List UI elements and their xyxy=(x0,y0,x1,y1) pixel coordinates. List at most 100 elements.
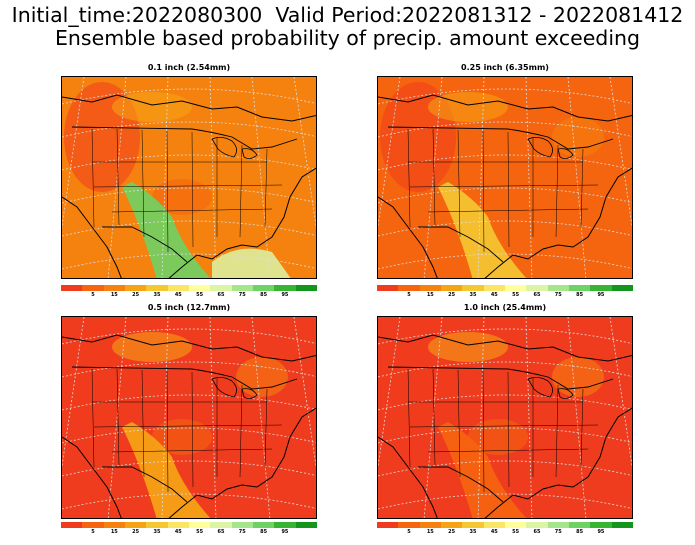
colorbar-swatch xyxy=(398,522,420,528)
latitude-line xyxy=(62,361,316,378)
colorbar-label: 45 xyxy=(174,292,182,298)
colorbar-labels: 5 15 25 35 45 55 65 75 85 95 xyxy=(61,529,317,535)
colorbar-label: 15 xyxy=(426,292,434,298)
country-border xyxy=(71,126,298,150)
colorbar-label: 25 xyxy=(132,292,140,298)
colorbar-label: 55 xyxy=(512,529,520,535)
country-border xyxy=(387,366,614,390)
latitude-line xyxy=(378,328,632,345)
colorbar-swatch xyxy=(274,522,296,528)
state-border xyxy=(111,448,273,453)
longitude-line xyxy=(423,317,443,518)
panel-title: 0.25 inch (6.35mm) xyxy=(461,63,549,72)
colorbar-swatch xyxy=(274,285,296,291)
state-border xyxy=(407,368,411,468)
colorbar-label: 15 xyxy=(110,529,118,535)
colorbar-label: 35 xyxy=(153,292,161,298)
map-canvas xyxy=(62,77,316,278)
colorbar-label: 65 xyxy=(533,529,541,535)
colorbar-label: 25 xyxy=(448,529,456,535)
coastline xyxy=(378,94,632,278)
colorbar-label: 35 xyxy=(153,529,161,535)
state-border xyxy=(93,184,283,188)
panel-title: 0.1 inch (2.54mm) xyxy=(147,63,231,72)
colorbar-swatch xyxy=(231,285,253,291)
latitude-line xyxy=(62,88,316,105)
longitude-line xyxy=(107,77,127,278)
latitude-line xyxy=(62,493,316,510)
state-border xyxy=(432,368,436,466)
latitude-line xyxy=(378,427,632,444)
latitude-line xyxy=(378,460,632,477)
state-border xyxy=(141,369,145,478)
map-canvas xyxy=(62,317,316,518)
colorbar-label: 5 xyxy=(407,529,411,535)
great-lakes xyxy=(211,377,258,399)
colorbar-swatch xyxy=(167,522,189,528)
colorbar-labels: 5 15 25 35 45 55 65 75 85 95 xyxy=(377,529,633,535)
map-canvas xyxy=(378,77,632,278)
state-border xyxy=(166,130,169,253)
longitude-line xyxy=(107,317,127,518)
colorbar-swatch xyxy=(462,285,484,291)
colorbar-label: 65 xyxy=(217,292,225,298)
longitude-line xyxy=(161,317,169,518)
map-canvas xyxy=(378,317,632,518)
colorbar-label: 15 xyxy=(110,292,118,298)
state-border xyxy=(239,384,243,478)
colorbar-swatch xyxy=(483,285,505,291)
probability-map xyxy=(377,76,633,279)
latitude-line xyxy=(62,394,316,411)
latitude-line xyxy=(378,187,632,204)
latitude-line xyxy=(378,361,632,378)
colorbar-swatch xyxy=(440,522,463,528)
longitude-line xyxy=(251,317,271,518)
probability-contour xyxy=(236,117,288,157)
coastline xyxy=(62,94,316,278)
colorbar-label: 95 xyxy=(281,292,289,298)
colorbar-swatch xyxy=(547,522,569,528)
country-border xyxy=(387,126,614,150)
probability-map xyxy=(377,316,633,519)
state-border xyxy=(457,369,461,478)
gulf-region xyxy=(212,248,291,278)
chart-title-line1: Initial_time:2022080300 Valid Period:202… xyxy=(11,3,684,27)
colorbar-swatch xyxy=(124,285,147,291)
colorbar xyxy=(61,285,317,291)
longitude-line xyxy=(209,317,217,518)
country-border xyxy=(102,226,188,263)
great-lakes xyxy=(527,137,574,159)
colorbar-swatch xyxy=(295,522,317,528)
colorbar-swatch xyxy=(210,522,232,528)
great-lakes xyxy=(527,377,574,399)
latitude-line xyxy=(62,427,316,444)
colorbar-label: 75 xyxy=(554,529,562,535)
colorbar-swatch xyxy=(82,285,104,291)
country-border xyxy=(71,366,298,390)
colorbar-swatch xyxy=(504,522,527,528)
colorbar-swatch xyxy=(210,285,232,291)
colorbar-swatch xyxy=(188,522,211,528)
state-border xyxy=(239,144,243,238)
colorbar-label: 65 xyxy=(533,292,541,298)
latitude-line xyxy=(62,253,316,270)
gulf-region xyxy=(528,248,607,278)
colorbar-swatch xyxy=(252,285,275,291)
latitude-line xyxy=(62,187,316,204)
state-border xyxy=(93,424,283,428)
latitude-line xyxy=(378,220,632,237)
colorbar-swatch xyxy=(504,285,527,291)
gulf-region xyxy=(528,488,607,518)
colorbar-swatch xyxy=(568,285,591,291)
state-border xyxy=(111,208,273,213)
state-border xyxy=(116,368,120,466)
longitude-line xyxy=(567,77,587,278)
state-border xyxy=(555,144,559,238)
colorbar-swatch xyxy=(483,522,505,528)
latitude-line xyxy=(378,253,632,270)
wet-region xyxy=(438,182,527,278)
country-border xyxy=(102,466,188,503)
colorbar-swatch xyxy=(547,285,569,291)
latitude-line xyxy=(62,154,316,171)
colorbar-label: 5 xyxy=(407,292,411,298)
